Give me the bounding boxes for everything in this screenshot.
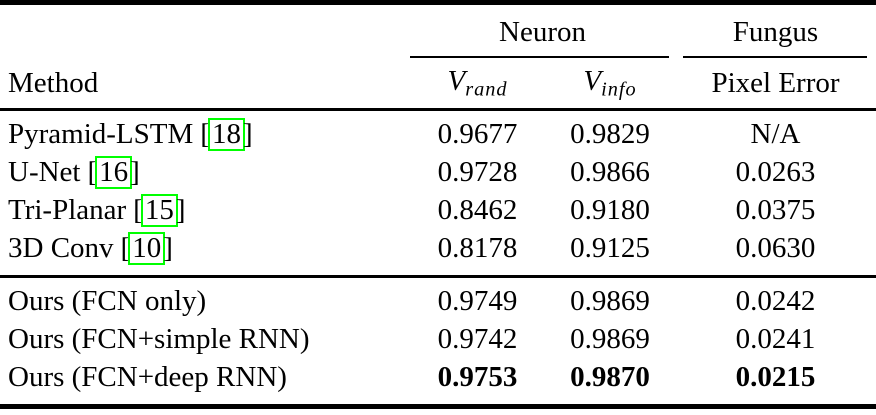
method-label: 3D Conv [8, 231, 114, 264]
section-spacer [0, 396, 876, 404]
citation-box: 10 [128, 231, 166, 265]
v-rand-cell: 0.9728 [437, 155, 518, 188]
method-cell: 3D Conv [10] [0, 231, 410, 265]
v-info-cell: 0.9866 [570, 155, 650, 188]
column-header-method: Method [8, 67, 99, 99]
citation-box: 16 [95, 155, 133, 189]
top-rule [0, 0, 876, 5]
fungus-underline [683, 56, 867, 58]
section-spacer [0, 267, 876, 275]
citation-close-bracket: ] [130, 155, 140, 188]
column-header-v-info: Vinfo [545, 65, 675, 102]
pixel-error-cell: 0.0215 [735, 360, 816, 393]
citation-box: 15 [140, 193, 178, 227]
v-rand-base: V [447, 65, 466, 98]
citation-open-bracket: [ [87, 155, 98, 188]
citation-open-bracket: [ [133, 193, 143, 226]
citation[interactable]: [15] [133, 193, 186, 227]
v-info-cell: 0.9870 [570, 360, 650, 393]
v-info-cell: 0.9829 [570, 117, 650, 150]
citation-box: 18 [207, 117, 245, 151]
group-header-fungus: Fungus [732, 16, 819, 48]
method-label: U-Net [8, 155, 81, 188]
method-cell: U-Net [16] [0, 155, 410, 189]
method-cell: Pyramid-LSTM [18] [0, 117, 410, 151]
table-row: Tri-Planar [15] 0.8462 0.9180 0.0375 [0, 191, 876, 229]
v-rand-cell: 0.9749 [437, 284, 518, 317]
v-info-cell: 0.9869 [570, 322, 650, 355]
method-label: Tri-Planar [8, 193, 127, 226]
v-rand-cell: 0.9753 [437, 360, 518, 393]
pixel-error-cell: 0.0263 [735, 155, 816, 188]
citation[interactable]: [16] [87, 155, 140, 189]
method-cell: Ours (FCN+deep RNN) [8, 360, 287, 393]
column-header-row: Method Vrand Vinfo Pixel Error [0, 59, 876, 108]
group-header-neuron: Neuron [499, 16, 586, 48]
v-info-cell: 0.9869 [570, 284, 650, 317]
v-info-cell: 0.9125 [570, 231, 650, 264]
method-cell: Ours (FCN+simple RNN) [8, 322, 310, 355]
column-header-v-rand: Vrand [410, 65, 545, 102]
v-rand-cell: 0.8462 [437, 193, 518, 226]
citation[interactable]: [18] [200, 117, 253, 151]
column-header-pixel-error: Pixel Error [711, 67, 840, 99]
v-rand-subscript: rand [465, 78, 508, 101]
neuron-underline [410, 56, 669, 58]
citation-close-bracket: ] [242, 117, 253, 150]
pixel-error-cell: 0.0241 [735, 322, 816, 355]
citation-close-bracket: ] [175, 193, 186, 226]
method-cell: Ours (FCN only) [8, 284, 207, 317]
method-cell: Tri-Planar [15] [0, 193, 410, 227]
table-row: Ours (FCN+deep RNN) 0.9753 0.9870 0.0215 [0, 358, 876, 396]
citation-open-bracket: [ [120, 231, 131, 264]
v-rand-cell: 0.9742 [437, 322, 518, 355]
method-label: Pyramid-LSTM [8, 117, 194, 150]
pixel-error-cell: 0.0242 [735, 284, 816, 317]
citation[interactable]: [10] [120, 231, 173, 265]
pixel-error-cell: 0.0630 [735, 231, 816, 264]
table-row: U-Net [16] 0.9728 0.9866 0.0263 [0, 153, 876, 191]
v-rand-cell: 0.9677 [437, 117, 518, 150]
ours-section: Ours (FCN only) 0.9749 0.9869 0.0242 Our… [0, 278, 876, 396]
group-underline-row [0, 56, 876, 59]
v-rand-cell: 0.8178 [437, 231, 518, 264]
header-rule [0, 108, 876, 111]
table-row: 3D Conv [10] 0.8178 0.9125 0.0630 [0, 229, 876, 267]
table-row: Ours (FCN only) 0.9749 0.9869 0.0242 [0, 282, 876, 320]
mid-rule [0, 275, 876, 278]
table-row: Ours (FCN+simple RNN) 0.9742 0.9869 0.02… [0, 320, 876, 358]
baselines-section: Pyramid-LSTM [18] 0.9677 0.9829 N/A U-Net… [0, 111, 876, 267]
group-header-row: Neuron Fungus [0, 5, 876, 56]
citation-close-bracket: ] [163, 231, 173, 264]
v-info-subscript: info [601, 78, 637, 101]
v-info-cell: 0.9180 [570, 193, 650, 226]
bottom-rule [0, 404, 876, 409]
pixel-error-cell: N/A [750, 117, 801, 150]
citation-open-bracket: [ [200, 117, 210, 150]
pixel-error-cell: 0.0375 [735, 193, 816, 226]
v-info-base: V [583, 65, 602, 98]
table-row: Pyramid-LSTM [18] 0.9677 0.9829 N/A [0, 115, 876, 153]
